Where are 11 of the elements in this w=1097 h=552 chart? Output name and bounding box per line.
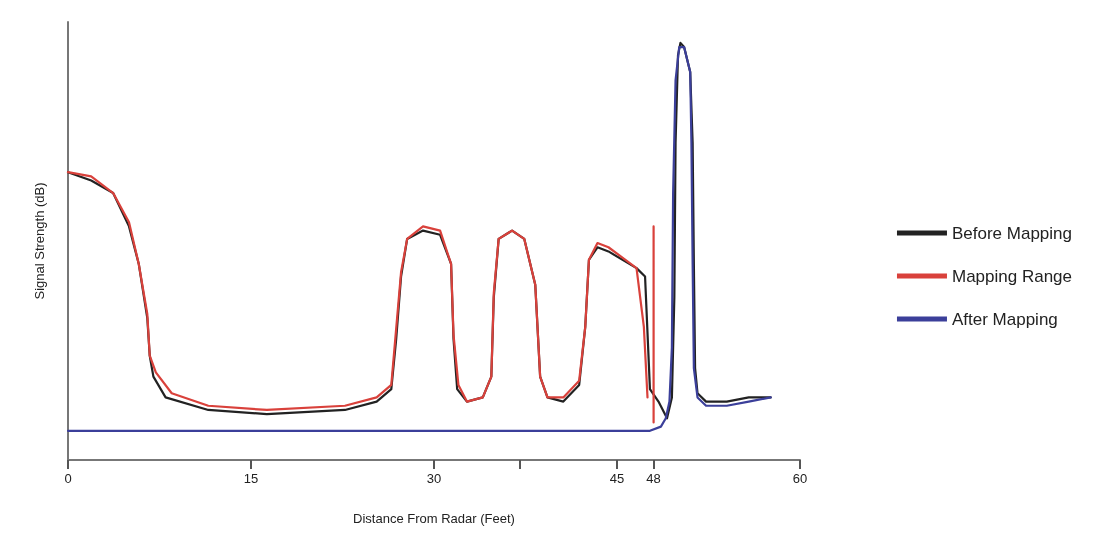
x-tick-label: 30	[426, 471, 442, 486]
legend-label: Mapping Range	[951, 266, 1072, 286]
legend-label: After Mapping	[951, 309, 1058, 329]
x-axis-title: Distance From Radar (Feet)	[353, 511, 515, 526]
x-tick-label: 48	[646, 471, 661, 486]
x-tick-label: 0	[64, 471, 72, 486]
legend-label: Before Mapping	[951, 223, 1072, 243]
y-axis-title: Signal Strength (dB)	[32, 182, 47, 300]
x-tick-label: 15	[243, 471, 259, 486]
x-tick-label: 60	[792, 471, 808, 486]
x-tick-label: 45	[609, 471, 625, 486]
